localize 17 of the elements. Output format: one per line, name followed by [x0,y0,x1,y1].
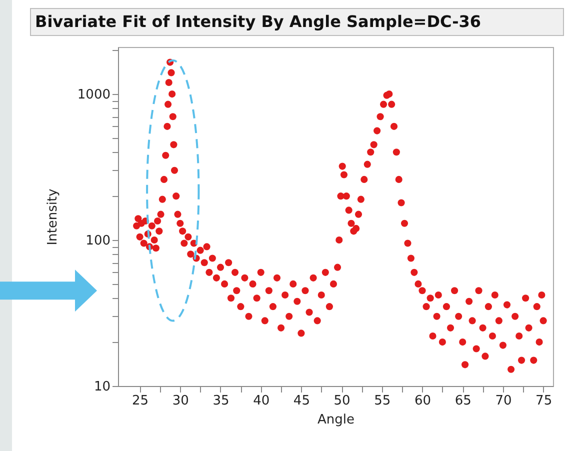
x-tick-label: 45 [293,394,310,408]
x-tick-label: 75 [536,394,552,408]
chart-title: Bivariate Fit of Intensity By Angle Sample=DC-36 [30,8,564,36]
y-tick-label: 100 [86,234,110,249]
x-tick-label: 25 [132,394,149,408]
x-tick-label: 30 [172,394,189,408]
x-tick-label: 70 [495,394,512,408]
x-tick-label: 65 [454,394,472,408]
y-tick-label: 1000 [77,88,110,103]
y-axis-title: Intensity [45,188,60,246]
x-tick-label: 55 [374,394,391,408]
x-tick-label: 35 [212,394,230,408]
y-tick-label: 10 [94,380,110,394]
x-tick-label: 60 [414,394,432,408]
x-tick-label: 50 [334,394,350,408]
x-tick-label: 40 [253,394,270,408]
x-axis-title: Angle [318,412,354,428]
